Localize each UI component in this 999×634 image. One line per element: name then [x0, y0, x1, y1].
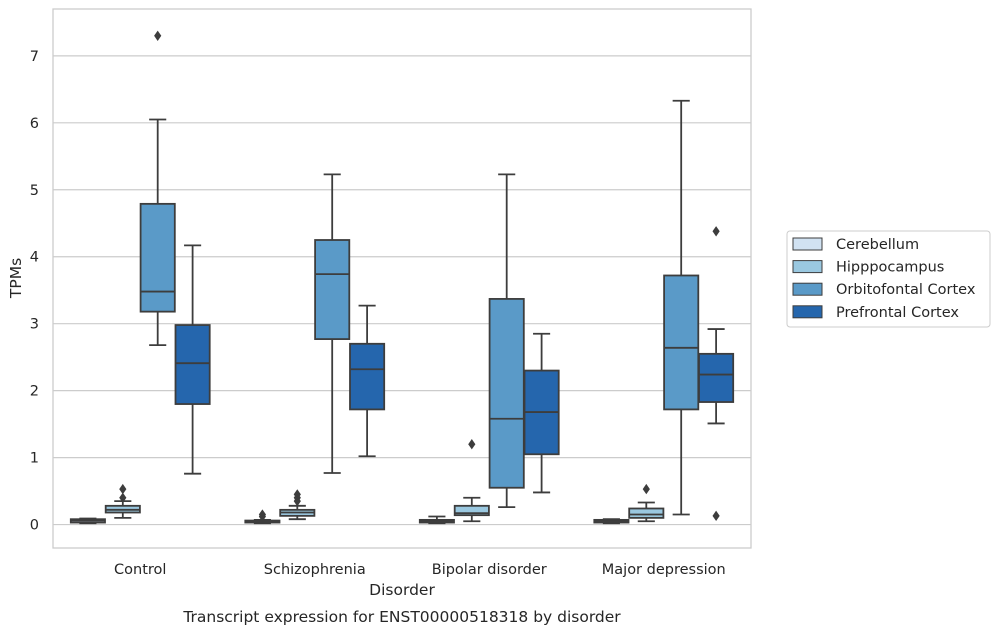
x-tick-labels: Control Schizophrenia Bipolar disorder Majo… [114, 562, 726, 578]
box-body [314, 239, 351, 340]
legend-label: Prefrontal Cortex [836, 305, 959, 321]
box-body [663, 274, 700, 411]
legend-label: Hipppocampus [836, 260, 944, 276]
legend-swatch [792, 282, 823, 296]
outlier-point [712, 226, 720, 237]
legend-frame [786, 230, 991, 328]
outlier-point [293, 489, 301, 500]
legend-swatch [792, 305, 823, 319]
box-orbitofontal-cortex [139, 30, 176, 347]
box-body [453, 504, 490, 517]
x-tick-label: Bipolar disorder [432, 562, 547, 578]
outlier-point [642, 483, 650, 495]
outlier-point [154, 30, 162, 41]
box-body [174, 324, 211, 405]
legend-label: Orbitofontal Cortex [836, 282, 976, 298]
y-tick-label: 6 [30, 116, 39, 132]
box-orbitofontal-cortex [488, 173, 525, 509]
box-hipppocampus [628, 483, 665, 523]
y-tick-label: 4 [30, 250, 39, 266]
y-tick-labels: 0 1 2 3 4 5 6 7 [30, 49, 39, 534]
x-axis-label: Disorder [369, 581, 435, 599]
y-tick-label: 0 [30, 518, 39, 534]
box-cerebellum [244, 509, 281, 525]
box-orbitofontal-cortex [314, 173, 351, 474]
outlier-point [119, 492, 127, 503]
outlier-point [468, 439, 476, 450]
box-hipppocampus [279, 489, 316, 521]
y-tick-label: 1 [30, 451, 39, 467]
legend-label: Cerebellum [836, 237, 919, 253]
box-body [349, 342, 386, 411]
chart-title: Transcript expression for ENST0000051831… [182, 608, 621, 626]
box-cerebellum [418, 515, 455, 525]
box-prefrontal-cortex [523, 332, 560, 494]
box-body [698, 352, 735, 403]
box-body [488, 298, 525, 489]
legend: Cerebellum Hipppocampus Orbitofontal Corte… [786, 230, 991, 328]
y-tick-label: 7 [30, 49, 39, 65]
outlier-point [119, 483, 127, 495]
gridlines [53, 55, 751, 526]
y-tick-label: 3 [30, 317, 39, 333]
box-hipppocampus [453, 439, 490, 523]
box-body [628, 507, 665, 519]
box-prefrontal-cortex [698, 226, 735, 522]
x-tick-label: Major depression [602, 562, 726, 578]
x-tick-label: Schizophrenia [264, 562, 366, 578]
box-cerebellum [69, 517, 106, 525]
box-body [139, 202, 176, 313]
x-tick-label: Control [114, 562, 166, 578]
y-tick-label: 2 [30, 384, 39, 400]
box-prefrontal-cortex [349, 304, 386, 458]
y-axis-label: TPMs [7, 258, 25, 299]
outlier-point [258, 509, 266, 520]
legend-swatch [792, 260, 823, 274]
boxes [69, 30, 735, 525]
plot-frame [52, 8, 752, 549]
y-tick-label: 5 [30, 183, 39, 199]
box-hipppocampus [104, 483, 141, 519]
outlier-point [712, 510, 720, 522]
legend-swatch [792, 237, 823, 251]
box-prefrontal-cortex [174, 244, 211, 475]
box-orbitofontal-cortex [663, 99, 700, 516]
box-cerebellum [593, 518, 630, 525]
